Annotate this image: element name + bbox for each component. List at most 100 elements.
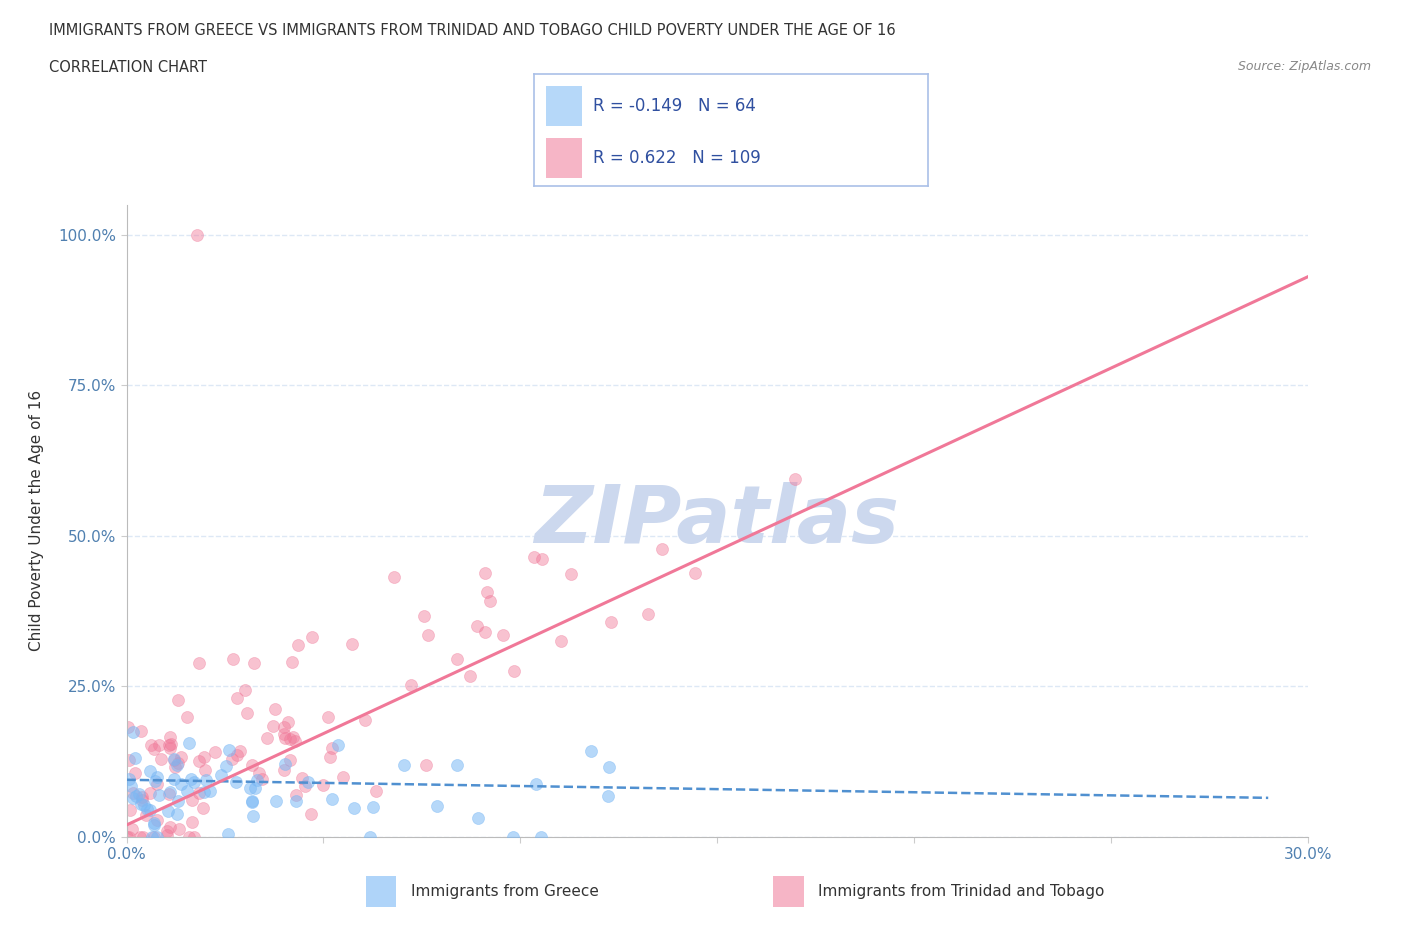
Point [458,669,481,684]
Point [143,830,166,844]
Point [157,786,180,801]
Point [281,729,304,744]
Point [359,830,381,844]
Point [124,765,146,780]
Point [129,830,152,844]
Point [245,780,267,795]
Point [285,793,308,808]
Point [169,821,191,836]
Point [301,630,323,644]
Point [221,751,243,766]
Point [167,693,190,708]
Point [319,750,342,764]
Point [121,821,143,836]
Point [240,757,263,772]
Point [285,788,308,803]
Point [143,742,166,757]
Point [530,830,553,844]
Point [188,786,211,801]
Point [783,472,806,486]
Point [156,823,179,838]
Point [343,801,366,816]
Point [120,803,142,817]
Point [143,774,166,789]
Point [166,758,188,773]
Point [364,784,387,799]
Point [256,731,278,746]
Point [191,801,214,816]
Point [193,750,215,764]
Point [159,729,181,744]
Text: Source: ZipAtlas.com: Source: ZipAtlas.com [1237,60,1371,73]
Point [273,720,295,735]
Point [159,784,181,799]
Point [222,652,245,667]
Point [280,655,302,670]
Point [186,227,208,242]
Point [287,637,309,652]
Point [523,550,546,565]
Point [177,830,200,844]
Point [131,792,153,807]
Point [225,691,247,706]
Point [139,764,162,778]
Point [218,742,240,757]
Point [180,793,202,808]
Point [250,771,273,786]
Point [145,812,167,827]
Point [187,656,209,671]
Point [236,706,259,721]
Point [155,828,177,843]
Point [195,773,218,788]
FancyBboxPatch shape [546,86,582,126]
Point [225,748,247,763]
Point [156,804,179,818]
Point [122,786,145,801]
Point [264,793,287,808]
Text: ZIPatlas: ZIPatlas [534,482,900,560]
Point [598,760,620,775]
Point [297,775,319,790]
Point [134,807,156,822]
Point [273,726,295,741]
Point [122,790,145,805]
Point [163,771,186,786]
Point [233,683,256,698]
Point [180,772,202,787]
Point [502,830,524,844]
Point [465,618,488,633]
Point [179,736,201,751]
Point [162,753,184,768]
Point [181,815,204,830]
Point [478,593,501,608]
Point [167,756,190,771]
Point [262,718,284,733]
Point [159,737,181,751]
Point [163,751,186,766]
Point [200,784,222,799]
Text: CORRELATION CHART: CORRELATION CHART [49,60,207,75]
Point [122,724,145,739]
Point [524,777,547,791]
Point [209,767,232,782]
Point [332,769,354,784]
Point [637,606,659,621]
Point [125,788,148,803]
Point [143,817,166,832]
Point [159,741,181,756]
Point [243,656,266,671]
Point [413,608,436,623]
Point [291,770,314,785]
Point [240,795,263,810]
Point [170,777,193,791]
Point [118,830,141,844]
Point [492,627,515,642]
Point [426,799,449,814]
Point [145,770,167,785]
Text: R = -0.149   N = 64: R = -0.149 N = 64 [593,97,756,114]
Point [474,625,496,640]
Text: Immigrants from Greece: Immigrants from Greece [411,884,599,898]
Point [328,737,350,752]
Point [146,777,169,791]
Point [170,750,193,764]
